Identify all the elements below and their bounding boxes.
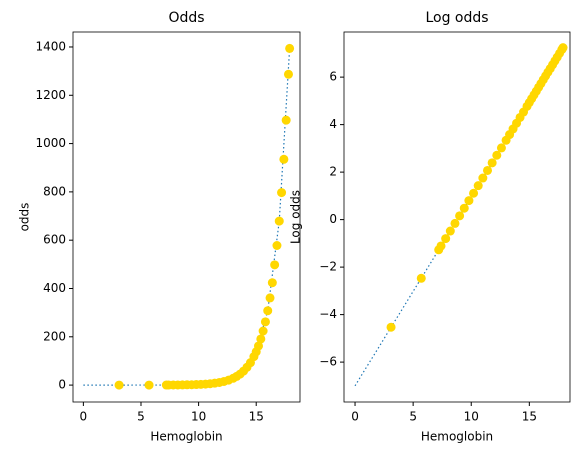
point (483, 165, 493, 175)
point (464, 196, 474, 206)
y-tick-label: 0 (329, 212, 337, 226)
point (258, 326, 268, 336)
x-axis-label: Hemoglobin (150, 430, 222, 444)
point (496, 143, 506, 153)
y-tick-label: 200 (43, 329, 66, 343)
point (459, 203, 469, 213)
point (260, 317, 270, 327)
point (416, 273, 426, 283)
point (265, 293, 275, 303)
point (285, 43, 295, 53)
y-axis-label: Log odds (289, 190, 303, 244)
point (144, 380, 154, 390)
point (114, 380, 124, 390)
y-tick-label: −2 (319, 260, 337, 274)
axes-frame (343, 31, 571, 403)
point (267, 278, 277, 288)
y-tick-label: −6 (319, 355, 337, 369)
point (281, 115, 291, 125)
point (272, 240, 282, 250)
axes-title: Odds (168, 10, 204, 26)
point (386, 322, 396, 332)
y-tick-label: 0 (58, 378, 66, 392)
x-tick-label: 5 (137, 410, 145, 424)
y-tick-label: 400 (43, 281, 66, 295)
y-tick-label: 6 (329, 70, 337, 84)
x-tick-label: 15 (522, 410, 537, 424)
point (436, 241, 446, 251)
x-tick-label: 10 (191, 410, 206, 424)
y-tick-label: −4 (319, 307, 337, 321)
y-axis-label: odds (18, 203, 32, 232)
point (277, 188, 287, 198)
point (263, 306, 273, 316)
point (270, 260, 280, 270)
point (469, 188, 479, 198)
y-tick-label: 4 (329, 117, 337, 131)
point (441, 234, 451, 244)
point (478, 173, 488, 183)
x-tick-label: 5 (409, 410, 417, 424)
line (83, 48, 291, 386)
point (558, 43, 568, 53)
point (274, 216, 284, 226)
x-tick-label: 0 (351, 410, 359, 424)
y-tick-label: 1400 (35, 39, 66, 53)
axes-frame (72, 31, 301, 403)
point (445, 226, 455, 236)
point (492, 150, 502, 160)
point (450, 218, 460, 228)
x-tick-label: 10 (464, 410, 479, 424)
y-tick-label: 1000 (35, 136, 66, 150)
axes: Odds Hemoglobin odds 0 5 10 15 0 200 400 600 800 100… (18, 10, 301, 444)
y-tick-label: 2 (329, 165, 337, 179)
x-axis-label: Hemoglobin (421, 430, 493, 444)
point (487, 158, 497, 168)
y-tick-label: 800 (43, 184, 66, 198)
y-tick-label: 1200 (35, 88, 66, 102)
y-tick-label: 600 (43, 233, 66, 247)
point (256, 334, 266, 344)
point (254, 341, 264, 351)
point (455, 211, 465, 221)
x-tick-label: 0 (80, 410, 88, 424)
point (473, 181, 483, 191)
x-tick-label: 15 (249, 410, 264, 424)
point (279, 154, 289, 164)
axes-title: Log odds (425, 10, 488, 26)
axes: Log odds Hemoglobin Log odds 0 5 10 15 −6 −4 −2 0 2… (289, 10, 571, 444)
point (283, 69, 293, 79)
